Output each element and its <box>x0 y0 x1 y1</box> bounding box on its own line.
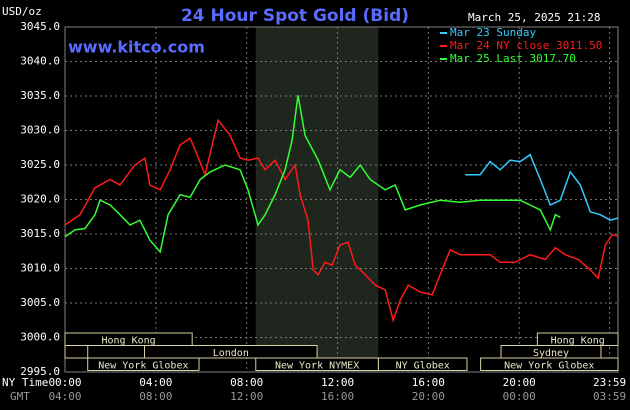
chart-title: 24 Hour Spot Gold (Bid) <box>181 6 409 26</box>
session-label: Hong Kong <box>101 335 155 346</box>
x2-axis-label: GMT <box>10 390 30 403</box>
y-tick-label: 2995.0 <box>20 365 60 378</box>
session-box <box>377 357 468 371</box>
session-label: London <box>213 348 249 359</box>
session-box <box>480 357 619 371</box>
session-label: NY Globex <box>396 360 450 371</box>
session-box <box>64 345 89 359</box>
legend-label: Mar 23 Sunday <box>450 26 536 39</box>
x-tick-label: 12:00 <box>321 376 354 389</box>
series-line <box>64 118 619 323</box>
timestamp: March 25, 2025 21:28 <box>468 11 600 24</box>
y-tick-label: 3005.0 <box>20 296 60 309</box>
y-tick-label: 3010.0 <box>20 262 60 275</box>
website: www.kitco.com <box>68 38 205 57</box>
x-tick-label: 00:00 <box>48 376 81 389</box>
gmt-tick-label: 12:00 <box>230 390 263 403</box>
series-line <box>465 153 619 222</box>
x-tick-label: 16:00 <box>412 376 445 389</box>
session-label: New York Globex <box>504 360 594 371</box>
series-line <box>64 95 561 254</box>
session-label: New York Globex <box>98 360 188 371</box>
gmt-tick-label: 04:00 <box>48 390 81 403</box>
y-tick-label: 3025.0 <box>20 158 60 171</box>
session-label: Hong Kong <box>551 335 605 346</box>
legend-label: Mar 25 Last 3017.70 <box>450 52 576 65</box>
x-tick-label: 20:00 <box>503 376 536 389</box>
gmt-tick-label: 20:00 <box>412 390 445 403</box>
session-label: Sydney <box>533 348 569 359</box>
y-tick-label: 3020.0 <box>20 193 60 206</box>
session-box <box>64 332 193 346</box>
x-tick-label: 23:59 <box>593 376 626 389</box>
y-axis-label: USD/oz <box>2 5 42 18</box>
gmt-tick-label: 00:00 <box>503 390 536 403</box>
x-tick-label: 04:00 <box>139 376 172 389</box>
session-box <box>143 345 318 359</box>
legend-label: Mar 24 NY close 3011.50 <box>450 39 602 52</box>
y-tick-label: 3045.0 <box>20 20 60 33</box>
x-tick-label: 08:00 <box>230 376 263 389</box>
gmt-tick-label: 16:00 <box>321 390 354 403</box>
x-axis-label: NY Time <box>2 376 48 389</box>
y-tick-label: 3035.0 <box>20 89 60 102</box>
gmt-tick-label: 03:59 <box>593 390 626 403</box>
y-tick-label: 3040.0 <box>20 55 60 68</box>
session-box <box>87 357 200 371</box>
session-label: New York NYMEX <box>275 360 359 371</box>
gmt-tick-label: 08:00 <box>139 390 172 403</box>
y-tick-label: 3000.0 <box>20 331 60 344</box>
y-tick-label: 3030.0 <box>20 124 60 137</box>
y-tick-label: 3015.0 <box>20 227 60 240</box>
